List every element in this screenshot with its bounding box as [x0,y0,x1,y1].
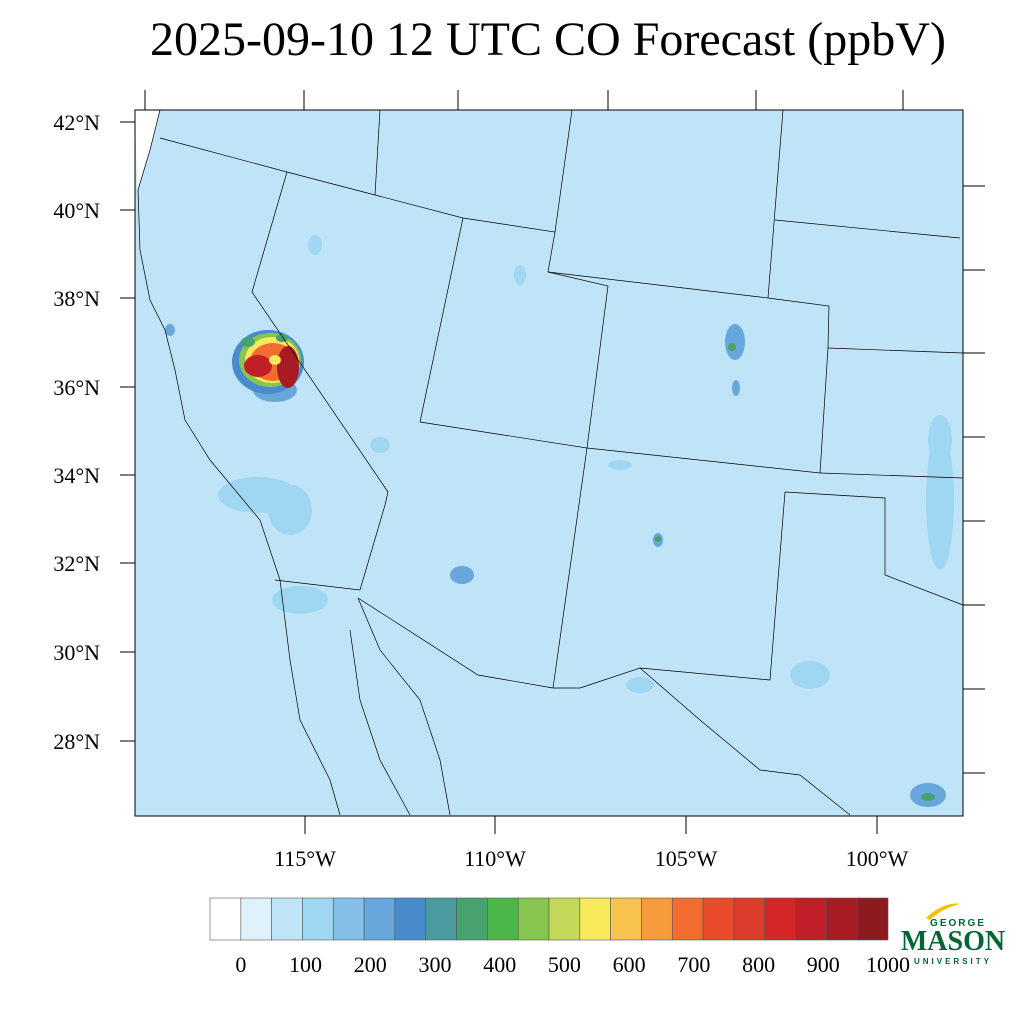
newmexico-texas [357,491,786,689]
colorbar-swatch [271,897,303,941]
colorbar-swatch [240,897,272,941]
colorbar-swatch [826,897,858,941]
texas-panhandle [784,491,964,606]
lat-label: 36°N [53,375,100,400]
colorbar-tick-label: 200 [354,952,387,977]
colorbar-swatch [610,897,642,941]
baja-east [357,597,451,816]
lat-label: 40°N [53,198,100,223]
colorbar-tick-label: 1000 [866,952,910,977]
colorbar-swatch [363,897,396,941]
gulf-of-california [349,629,411,816]
colorbar-swatch [456,897,488,941]
co-plumes-strong [655,343,935,801]
colorbar-tick-label: 800 [742,952,775,977]
map-background [135,110,963,816]
lat-label: 38°N [53,286,100,311]
colorbar-tick-label: 900 [807,952,840,977]
fire-hotspot [232,330,304,394]
colorbar-tick-label: 300 [418,952,451,977]
colorbar-tick-label: 0 [235,952,246,977]
lat-label: 42°N [53,110,100,135]
map-boundaries [137,109,964,816]
lon-label: 115°W [274,846,336,871]
colorbar-swatch [764,897,796,941]
colorbar-swatch [487,897,519,941]
colorbar-tick-label: 100 [289,952,322,977]
nevada-utah-border [286,171,464,423]
colorbar-swatch [517,897,550,941]
lat-label: 28°N [53,729,100,754]
colorbar-swatch [332,897,365,941]
svg-text:MASON: MASON [901,926,1005,957]
idaho-wyoming-border [554,109,573,233]
george-mason-logo: GEORGE MASON UNIVERSITY [901,903,1005,966]
nebraska-kansas [767,297,964,354]
colorbar [209,897,889,941]
colorbar-swatch [209,897,242,941]
lat-label: 34°N [53,463,100,488]
colorbar-swatch [394,897,427,941]
lat-label: 32°N [53,551,100,576]
colorbar-swatch [702,897,735,941]
map-title: 2025-09-10 12 UTC CO Forecast (ppbV) [150,13,946,66]
oklahoma-texas [819,472,964,479]
colorbar-swatch [425,897,457,941]
colorbar-swatch [302,897,334,941]
ocean-edge [135,110,160,190]
colorbar-tick-label: 400 [483,952,516,977]
svg-text:UNIVERSITY: UNIVERSITY [914,957,992,966]
oregon-idaho-border [374,109,381,196]
svg-text:GEORGE: GEORGE [930,918,986,929]
logo-swoosh [926,903,960,920]
lat-label: 30°N [53,640,100,665]
colorbar-swatch [733,897,766,941]
colorbar-swatch [548,897,581,941]
co-plumes-light [218,235,954,693]
colorbar-swatch [579,897,611,941]
us-mexico-border [639,667,851,816]
lon-label: 100°W [846,846,909,871]
colorbar-swatch [795,897,827,941]
tick-marks [120,90,985,834]
colorbar-swatch [856,897,889,941]
pacific-coast [137,109,341,816]
colorbar-tick-label: 700 [677,952,710,977]
lon-label: 110°W [464,846,526,871]
map-frame [134,109,964,817]
colorbar-swatch [671,897,704,941]
colorbar-tick-label: 600 [613,952,646,977]
kansas-oklahoma [774,219,961,239]
lon-label: 105°W [655,846,718,871]
colorbar-tick-label: 500 [548,952,581,977]
colorbar-swatch [641,897,673,941]
